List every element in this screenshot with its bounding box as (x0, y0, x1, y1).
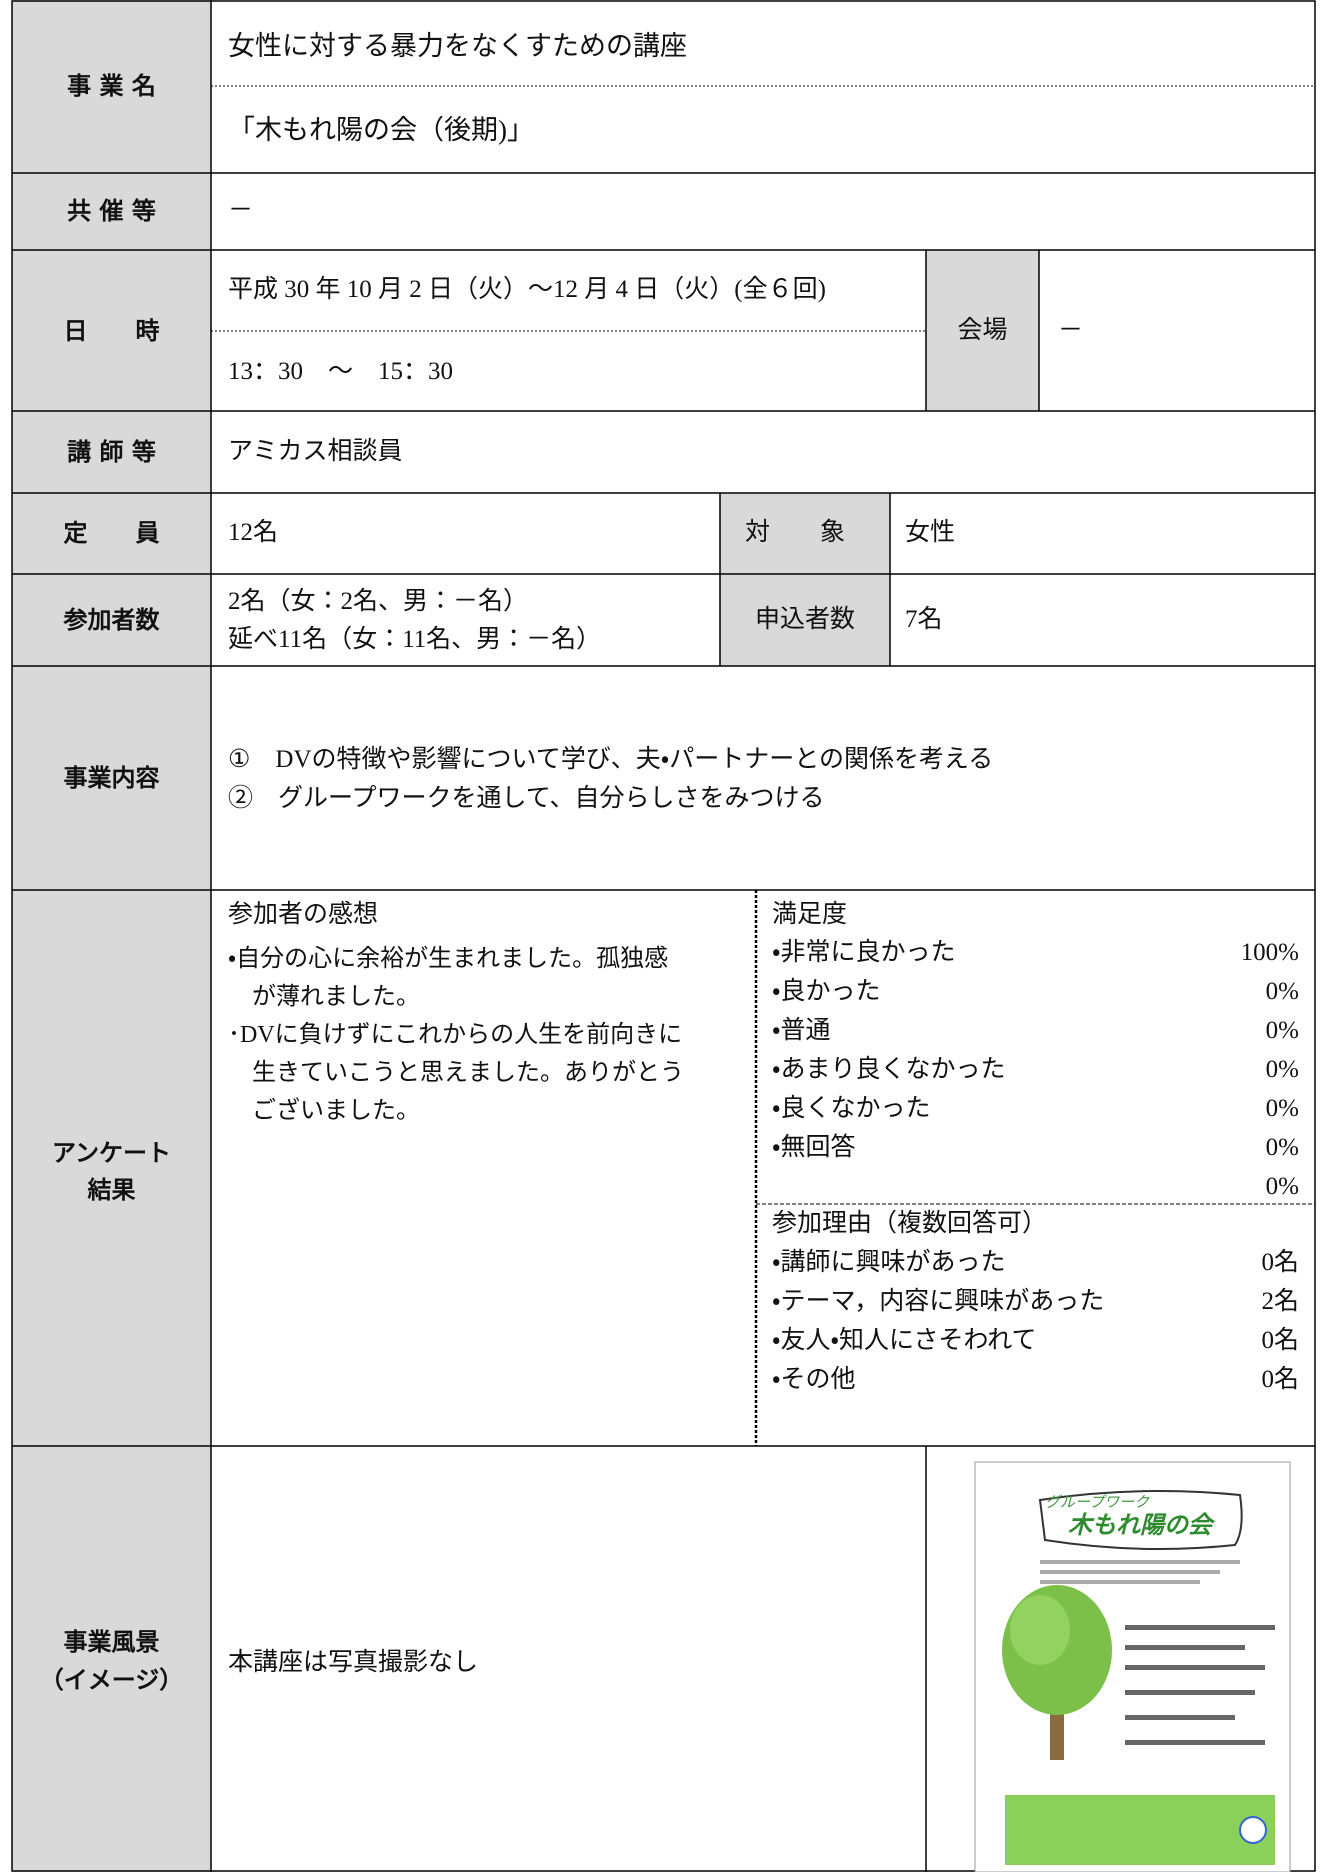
cell-value: － (228, 197, 254, 224)
impression-line: ございました。 (228, 1098, 420, 1124)
participants: 延べ11名（女：11名、男：－名） (228, 626, 602, 653)
satisfaction-item: ・非常に良かった (772, 939, 956, 966)
row-label: 参加者数 (63, 606, 160, 634)
reason-value: 0名 (1261, 1249, 1299, 1276)
satisfaction-item: ・あまり良くなかった (772, 1056, 1006, 1083)
row-label: 事業風景 (63, 1628, 160, 1656)
content-item: ② グループワークを通して、自分らしさをみつける (228, 785, 825, 812)
reason-item: ・講師に興味があった (772, 1249, 1006, 1276)
satisfaction-item: ・普通 (772, 1017, 831, 1044)
poster-title: 木もれ陽の会 (1068, 1511, 1216, 1539)
participants: 2名（女：2名、男：－名） (228, 588, 529, 615)
impression-line: が薄れました。 (228, 984, 420, 1010)
row-label: アンケート (51, 1139, 172, 1167)
reason-value: 0名 (1261, 1327, 1299, 1354)
row-label: 事業内容 (63, 764, 160, 792)
satisfaction-item: ・良かった (772, 978, 881, 1005)
impression-line: ･DVに負けずにこれからの人生を前向きに (228, 1022, 683, 1048)
row-label: 日 時 (63, 317, 160, 345)
reason-item: ・その他 (772, 1366, 856, 1393)
row-label: 講 師 等 (67, 438, 156, 466)
row-label: 事 業 名 (67, 72, 156, 100)
event-name: 女性に対する暴力をなくすための講座 (228, 31, 687, 61)
poster-subtitle: グループワーク (1045, 1493, 1150, 1511)
row-label: 結果 (87, 1176, 136, 1204)
venue: － (1058, 317, 1084, 344)
target: 女性 (905, 519, 956, 546)
row-label: 共 催 等 (67, 197, 156, 225)
side-label-bg (720, 493, 890, 666)
row-label: （イメージ） (39, 1666, 184, 1694)
satisfaction-value: 0% (1265, 1095, 1299, 1122)
satisfaction-value: 0% (1265, 1134, 1299, 1161)
reason-item: ・友人・知人にさそわれて (772, 1327, 1037, 1354)
applicants: 7名 (905, 606, 943, 633)
satisfaction-value: 0% (1265, 1017, 1299, 1044)
reason-value: 0名 (1261, 1366, 1299, 1393)
satisfaction-value: 100% (1240, 939, 1299, 966)
content-item: ① DVの特徴や影響について学び、夫・パートナーとの関係を考える (228, 746, 994, 773)
satisfaction-title: 満足度 (772, 901, 848, 928)
reason-value: 2名 (1261, 1288, 1299, 1315)
satisfaction-value: 0% (1265, 978, 1299, 1005)
impressions-title: 参加者の感想 (228, 901, 379, 928)
satisfaction-item: ・無回答 (772, 1134, 856, 1161)
label-bg (12, 0, 211, 1872)
venue-label: 会場 (957, 317, 1008, 344)
reason-item: ・テーマ，内容に興味があった (772, 1288, 1105, 1315)
row-label: 定 員 (63, 519, 160, 547)
target-label: 対 象 (745, 519, 846, 546)
capacity: 12名 (228, 519, 279, 546)
impression-line: ・自分の心に余裕が生まれました。孤独感 (228, 946, 669, 972)
date: 平成 30 年 10 月 2 日（火）～12 月 4 日（火）(全６回) (228, 276, 826, 303)
reasons-title: 参加理由（複数回答可） (772, 1210, 1048, 1237)
lecturer: アミカス相談員 (228, 438, 403, 465)
impression-line: 生きていこうと思えました。ありがとう (228, 1060, 684, 1086)
applicants-label: 申込者数 (754, 606, 855, 633)
satisfaction-item: ・良くなかった (772, 1095, 931, 1122)
satisfaction-value: 0% (1265, 1173, 1299, 1200)
time: 13：30 ～ 15：30 (228, 358, 454, 385)
scene-note: 本講座は写真撮影なし (228, 1649, 479, 1676)
venue-bg (926, 250, 1039, 411)
event-name: 「木もれ陽の会（後期)」 (228, 115, 534, 145)
satisfaction-value: 0% (1265, 1056, 1299, 1083)
